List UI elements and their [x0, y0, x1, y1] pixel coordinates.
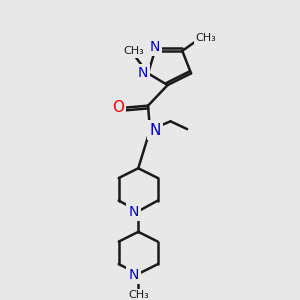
Text: N: N — [128, 205, 139, 219]
Text: CH₃: CH₃ — [128, 290, 148, 300]
Text: N: N — [138, 66, 148, 80]
Text: CH₃: CH₃ — [123, 46, 144, 56]
Text: N: N — [128, 268, 139, 282]
Text: CH₃: CH₃ — [195, 33, 216, 43]
Text: N: N — [149, 123, 160, 138]
Text: O: O — [112, 100, 124, 115]
Text: N: N — [150, 40, 160, 54]
